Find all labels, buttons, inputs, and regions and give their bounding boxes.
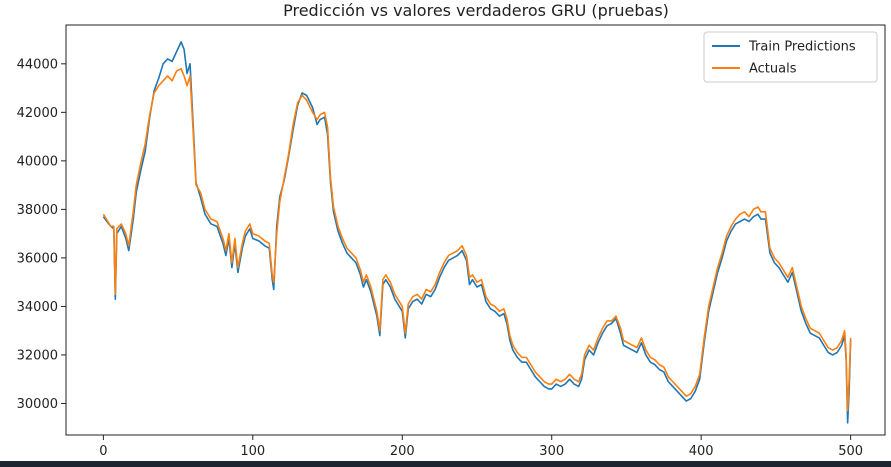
legend-box bbox=[703, 31, 878, 83]
x-axis: 0 100 200 300 400 500 bbox=[99, 435, 863, 459]
y-tick-label: 34000 bbox=[17, 300, 58, 315]
plot-frame bbox=[65, 24, 886, 436]
y-tick-label: 30000 bbox=[17, 397, 58, 412]
y-tick-label: 36000 bbox=[17, 251, 58, 266]
plot-area bbox=[65, 24, 886, 436]
x-tick-label: 200 bbox=[390, 444, 415, 459]
legend: Train Predictions Actuals bbox=[703, 31, 878, 83]
y-tick-label: 32000 bbox=[17, 348, 58, 363]
y-tick-label: 38000 bbox=[17, 203, 58, 218]
legend-label: Actuals bbox=[749, 62, 797, 77]
x-tick-label: 400 bbox=[689, 444, 714, 459]
chart-title: Predicción vs valores verdaderos GRU (pr… bbox=[283, 1, 669, 20]
y-tick-label: 40000 bbox=[17, 154, 58, 169]
y-tick-label: 42000 bbox=[17, 106, 58, 121]
x-tick-label: 300 bbox=[539, 444, 564, 459]
series-line-train-predictions bbox=[102, 41, 852, 424]
y-axis: 30000 32000 34000 36000 38000 40000 42000 44000 bbox=[17, 57, 66, 412]
legend-label: Train Predictions bbox=[748, 40, 856, 55]
series-layer bbox=[102, 41, 852, 424]
x-tick-label: 0 bbox=[99, 444, 107, 459]
bottom-edge-strip bbox=[0, 461, 891, 467]
y-tick-label: 44000 bbox=[17, 57, 58, 72]
x-tick-label: 100 bbox=[240, 444, 265, 459]
x-tick-label: 500 bbox=[838, 444, 863, 459]
series-line-actuals bbox=[102, 67, 852, 412]
